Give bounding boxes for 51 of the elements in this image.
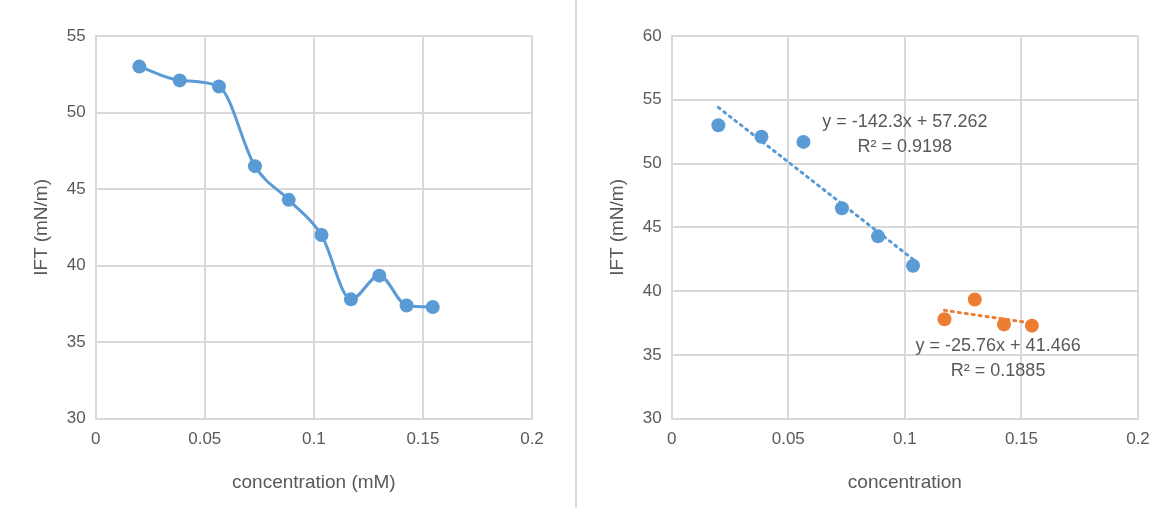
y-tick-label: 50 bbox=[642, 153, 662, 173]
point bbox=[343, 292, 358, 307]
point bbox=[399, 298, 414, 313]
point bbox=[425, 300, 440, 315]
point bbox=[996, 317, 1011, 332]
point bbox=[172, 73, 187, 88]
point bbox=[871, 229, 886, 244]
point bbox=[834, 201, 849, 216]
y-tick-label: 55 bbox=[642, 89, 662, 109]
point bbox=[1024, 318, 1039, 333]
point bbox=[247, 159, 262, 174]
point bbox=[711, 118, 726, 133]
x-tick-label: 0.1 bbox=[893, 428, 917, 448]
point bbox=[132, 59, 147, 74]
x-tick-label: 0.15 bbox=[406, 428, 440, 448]
point bbox=[281, 192, 296, 207]
x-tick-label: 0.05 bbox=[188, 428, 222, 448]
x-tick-label: 0.05 bbox=[771, 428, 805, 448]
x-axis-title: concentration bbox=[847, 470, 962, 492]
y-tick-label: 40 bbox=[66, 255, 86, 275]
y-axis-title: IFT (mN/m) bbox=[605, 179, 627, 276]
x-tick-label: 0.2 bbox=[1126, 428, 1150, 448]
x-axis-title: concentration (mM) bbox=[232, 470, 396, 492]
point bbox=[211, 79, 226, 94]
point bbox=[314, 228, 329, 243]
annotation: R² = 0.1885 bbox=[950, 359, 1046, 380]
x-tick-label: 0.1 bbox=[302, 428, 326, 448]
annotation: y = -25.76x + 41.466 bbox=[915, 335, 1081, 356]
point bbox=[937, 312, 952, 327]
x-tick-label: 0.2 bbox=[520, 428, 544, 448]
y-tick-label: 40 bbox=[642, 280, 662, 300]
x-tick-label: 0.15 bbox=[1004, 428, 1038, 448]
point bbox=[372, 268, 387, 283]
y-tick-label: 30 bbox=[66, 408, 86, 428]
y-tick-label: 55 bbox=[66, 25, 86, 45]
annotation: y = -142.3x + 57.262 bbox=[822, 111, 988, 132]
annotation: R² = 0.9198 bbox=[857, 135, 953, 156]
y-tick-label: 35 bbox=[642, 344, 662, 364]
x-tick-label: 0 bbox=[90, 428, 101, 448]
y-tick-label: 35 bbox=[66, 331, 86, 351]
y-tick-label: 45 bbox=[66, 178, 86, 198]
y-tick-label: 30 bbox=[642, 408, 662, 428]
point bbox=[906, 258, 921, 273]
point bbox=[796, 134, 811, 149]
point bbox=[754, 129, 769, 144]
y-axis-title: IFT (mN/m) bbox=[29, 179, 51, 276]
y-tick-label: 50 bbox=[66, 102, 86, 122]
x-tick-label: 0 bbox=[666, 428, 677, 448]
point bbox=[967, 292, 982, 307]
y-tick-label: 45 bbox=[642, 217, 662, 237]
y-tick-label: 60 bbox=[642, 25, 662, 45]
